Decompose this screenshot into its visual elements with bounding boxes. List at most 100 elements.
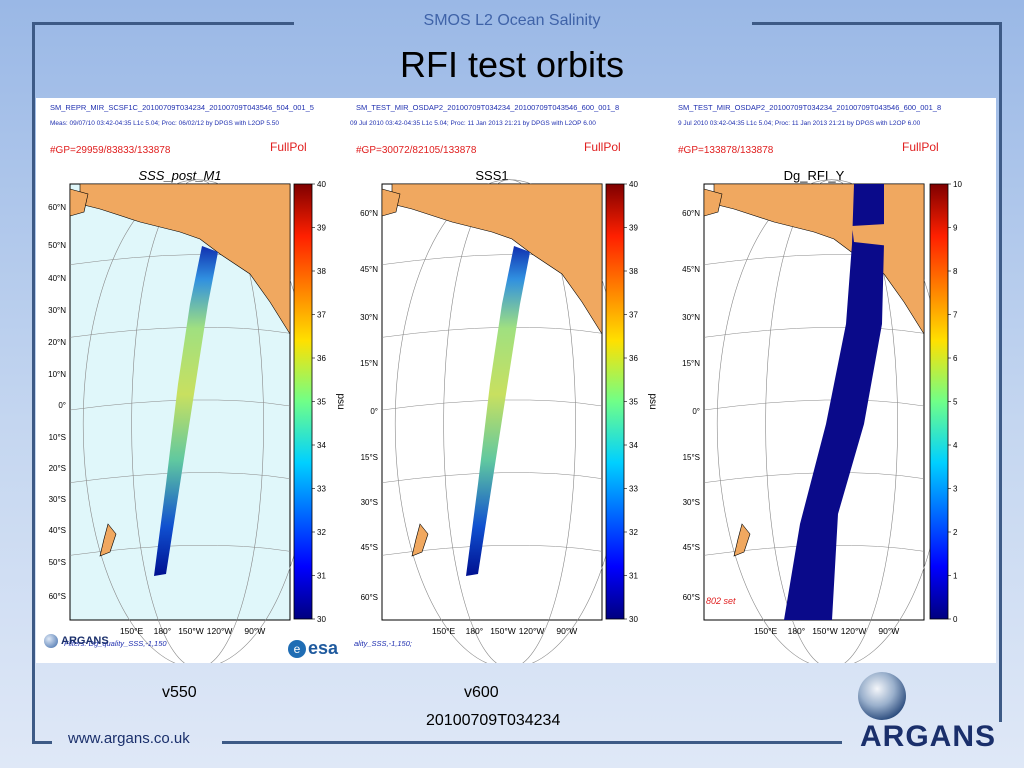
colorbar-tick-label: 36 [317, 354, 326, 363]
lon-label: 180° [154, 626, 172, 636]
colorbar-tick-label: 5 [953, 398, 958, 407]
colorbar-tick-label: 32 [629, 528, 638, 537]
plot-gp-count: #GP=133878/133878 [678, 145, 774, 156]
plot-meta: Meas: 09/07/10 03:42-04:35 L1c 5.04; Pro… [50, 120, 279, 127]
lat-label: 40°S [49, 526, 66, 535]
land-new-zealand [733, 523, 751, 557]
map-graticule [69, 472, 291, 483]
land-asia [703, 188, 723, 217]
colorbar-tick-label: 35 [629, 398, 638, 407]
land-alaska-overlap [852, 224, 890, 246]
lon-label: 180° [466, 626, 484, 636]
map-graticule [703, 399, 925, 411]
plot-map-title: SSS1 [475, 168, 508, 183]
colorbar-tick-label: 6 [953, 354, 958, 363]
lat-label: 30°S [683, 498, 700, 507]
lat-label: 20°N [48, 338, 66, 347]
plot-filter-text: ality_SSS,-1,150; [354, 639, 412, 648]
lon-label: 90°W [878, 626, 899, 636]
plot-gp-count: #GP=29959/83833/133878 [50, 145, 171, 156]
frame-left [32, 22, 35, 744]
lat-label: 40°N [48, 274, 66, 283]
esa-logo: e esa [288, 638, 338, 659]
colorbar-tick-label: 39 [317, 224, 326, 233]
argans-panel-logo: ARGANS [44, 634, 109, 648]
frame-top-right [752, 22, 1002, 25]
colorbar-tick-label: 31 [317, 572, 326, 581]
lat-label: 45°N [360, 265, 378, 274]
lon-label: 150°E [120, 626, 144, 636]
lat-label: 60°N [48, 203, 66, 212]
frame-bottom-right [222, 741, 842, 744]
lon-label: 90°W [244, 626, 265, 636]
figure-svg: SM_REPR_MIR_SCSF1C_20100709T034234_20100… [48, 103, 962, 669]
colorbar-tick-label: 37 [317, 311, 326, 320]
lat-label: 15°S [683, 453, 700, 462]
footer-url[interactable]: www.argans.co.uk [68, 730, 190, 747]
land-new-zealand [99, 523, 117, 557]
plot-filename: SM_TEST_MIR_OSDAP2_20100709T034234_20100… [678, 103, 941, 112]
frame-top-left [32, 22, 294, 25]
land-asia [69, 188, 89, 217]
colorbar-tick-label: 9 [953, 224, 958, 233]
colorbar-tick-label: 34 [317, 441, 326, 450]
plot-pol-label: FullPol [270, 140, 307, 154]
colorbar-tick-label: 38 [629, 267, 638, 276]
colorbar-tick-label: 30 [317, 615, 326, 624]
lat-label: 15°N [682, 359, 700, 368]
plot-pol-label: FullPol [584, 140, 621, 154]
plot-map-title: SSS_post_M1 [138, 168, 221, 183]
lon-label: 150°W [178, 626, 204, 636]
lon-label: 150°E [432, 626, 456, 636]
lat-label: 60°S [683, 593, 700, 602]
lon-label: 150°E [754, 626, 778, 636]
lat-label: 30°N [682, 313, 700, 322]
colorbar-tick-label: 8 [953, 267, 958, 276]
version-right-label: v600 [464, 684, 499, 701]
colorbar-tick-label: 39 [629, 224, 638, 233]
frame-right [999, 22, 1002, 722]
lat-label: 20°S [49, 464, 66, 473]
colorbar-tick-label: 31 [629, 572, 638, 581]
land-asia [381, 188, 401, 217]
colorbar-unit: psu [335, 393, 346, 409]
lon-label: 120°W [519, 626, 545, 636]
esa-icon: e [288, 639, 306, 658]
salinity-swath [154, 246, 218, 576]
colorbar-tick-label: 40 [317, 180, 326, 189]
globe-icon [44, 634, 58, 648]
globe-logo-icon [858, 672, 906, 720]
colorbar [929, 183, 949, 620]
land-north-america [79, 183, 291, 336]
map-graticule [381, 472, 603, 483]
map-graticule [703, 326, 925, 338]
colorbar-tick-label: 7 [953, 311, 958, 320]
colorbar-tick-label: 30 [629, 615, 638, 624]
version-left-label: v550 [162, 684, 197, 701]
land-north-america [391, 183, 603, 336]
lon-label: 120°W [841, 626, 867, 636]
lon-label: 180° [788, 626, 806, 636]
colorbar-tick-label: 37 [629, 311, 638, 320]
frame-bottom-left [32, 741, 52, 744]
plot-map-title: Dg_RFI_Y [784, 168, 845, 183]
lon-label: 150°W [490, 626, 516, 636]
colorbar [605, 183, 625, 620]
argans-panel-logo-text: ARGANS [61, 635, 109, 647]
argans-logo-text: ARGANS [860, 720, 997, 753]
lat-label: 15°N [360, 359, 378, 368]
colorbar-tick-label: 38 [317, 267, 326, 276]
lat-label: 10°S [49, 433, 66, 442]
lat-label: 45°S [361, 543, 378, 552]
colorbar-tick-label: 1 [953, 572, 958, 581]
plot-filter-text: Filters: Dg_quality_SSS,-1,150 [64, 639, 167, 648]
colorbar-tick-label: 4 [953, 441, 958, 450]
figure-panel: SM_REPR_MIR_SCSF1C_20100709T034234_20100… [36, 98, 996, 669]
colorbar-tick-label: 3 [953, 485, 958, 494]
lat-label: 0° [692, 407, 700, 416]
colorbar-tick-label: 0 [953, 615, 958, 624]
plot-pol-label: FullPol [902, 140, 939, 154]
lon-label: 120°W [207, 626, 233, 636]
lat-label: 0° [370, 407, 378, 416]
lon-label: 90°W [556, 626, 577, 636]
